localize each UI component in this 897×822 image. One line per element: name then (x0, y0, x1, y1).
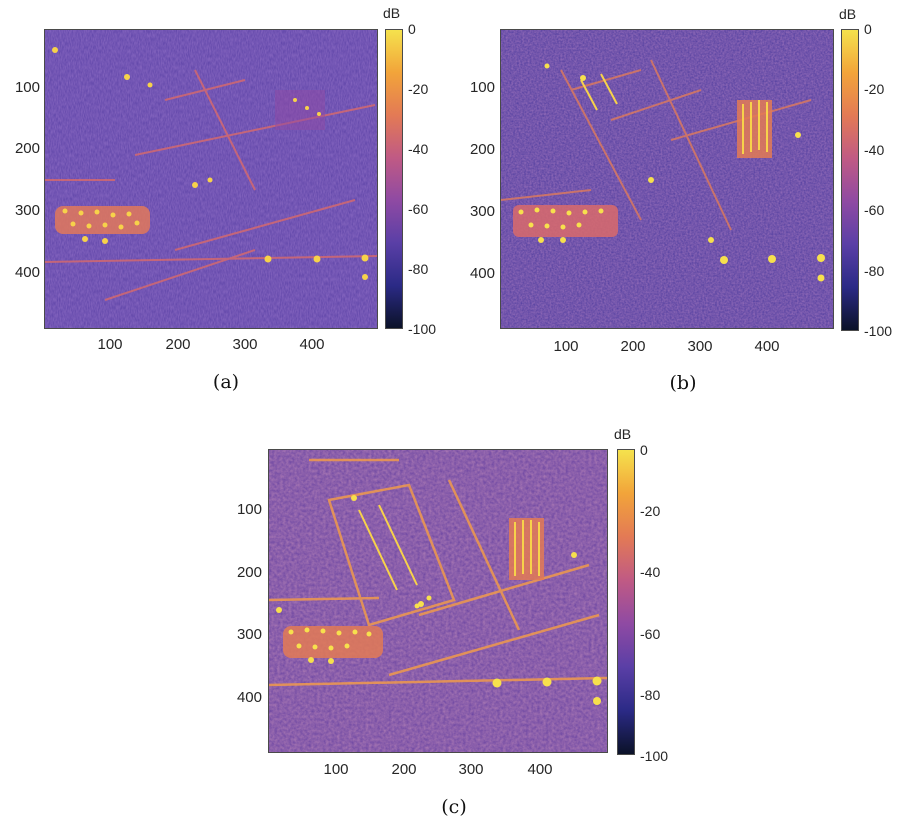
y-tick-a-200: 200 (14, 140, 40, 157)
colorbar-b-tick-40: -40 (864, 142, 885, 158)
x-tick-a-100: 100 (97, 336, 123, 353)
colorbar-c (617, 449, 635, 755)
colorbar-c-tick-80: -80 (640, 687, 661, 703)
colorbar-unit-a: dB (383, 5, 401, 21)
x-tick-a-400: 400 (299, 336, 325, 353)
caption-b: (b) (669, 372, 697, 394)
colorbar-b-tick-20: -20 (864, 81, 885, 97)
colorbar-c-tick-0: 0 (640, 442, 648, 458)
colorbar-unit-b: dB (839, 6, 857, 22)
y-tick-c-400: 400 (236, 689, 262, 706)
colorbar-a-tick-20: -20 (408, 81, 429, 97)
colorbar-c-tick-60: -60 (640, 626, 661, 642)
sar-image-b-graphic (501, 30, 833, 328)
sar-image-b (500, 29, 834, 329)
x-tick-b-200: 200 (620, 338, 646, 355)
y-tick-c-100: 100 (236, 501, 262, 518)
x-tick-c-100: 100 (323, 761, 349, 778)
y-tick-c-200: 200 (236, 564, 262, 581)
x-tick-b-100: 100 (553, 338, 579, 355)
colorbar-a-tick-60: -60 (408, 201, 429, 217)
sar-image-c-graphic (269, 450, 607, 752)
y-tick-b-200: 200 (469, 141, 495, 158)
colorbar-c-tick-100: -100 (640, 748, 669, 764)
x-tick-b-400: 400 (754, 338, 780, 355)
x-tick-c-400: 400 (527, 761, 553, 778)
colorbar-a-tick-80: -80 (408, 261, 429, 277)
colorbar-c-tick-20: -20 (640, 503, 661, 519)
x-tick-b-300: 300 (687, 338, 713, 355)
colorbar-a-tick-40: -40 (408, 141, 429, 157)
x-tick-c-200: 200 (391, 761, 417, 778)
y-tick-b-400: 400 (469, 265, 495, 282)
colorbar-b-tick-100: -100 (864, 323, 893, 339)
sar-image-a (44, 29, 378, 329)
colorbar-a (385, 29, 403, 329)
colorbar-b-tick-0: 0 (864, 21, 872, 37)
colorbar-b-tick-60: -60 (864, 202, 885, 218)
colorbar-c-tick-40: -40 (640, 564, 661, 580)
colorbar-a-tick-0: 0 (408, 21, 416, 37)
caption-c: (c) (441, 796, 467, 818)
x-tick-c-300: 300 (458, 761, 484, 778)
y-tick-a-400: 400 (14, 264, 40, 281)
colorbar-a-tick-100: -100 (408, 321, 437, 337)
y-tick-b-300: 300 (469, 203, 495, 220)
y-tick-a-300: 300 (14, 202, 40, 219)
y-tick-b-100: 100 (469, 79, 495, 96)
caption-a: (a) (212, 371, 240, 393)
x-tick-a-200: 200 (165, 336, 191, 353)
x-tick-a-300: 300 (232, 336, 258, 353)
colorbar-b (841, 29, 859, 331)
y-tick-a-100: 100 (14, 79, 40, 96)
sar-image-a-graphic (45, 30, 377, 328)
colorbar-unit-c: dB (614, 426, 632, 442)
colorbar-b-tick-80: -80 (864, 263, 885, 279)
y-tick-c-300: 300 (236, 626, 262, 643)
sar-image-c (268, 449, 608, 753)
